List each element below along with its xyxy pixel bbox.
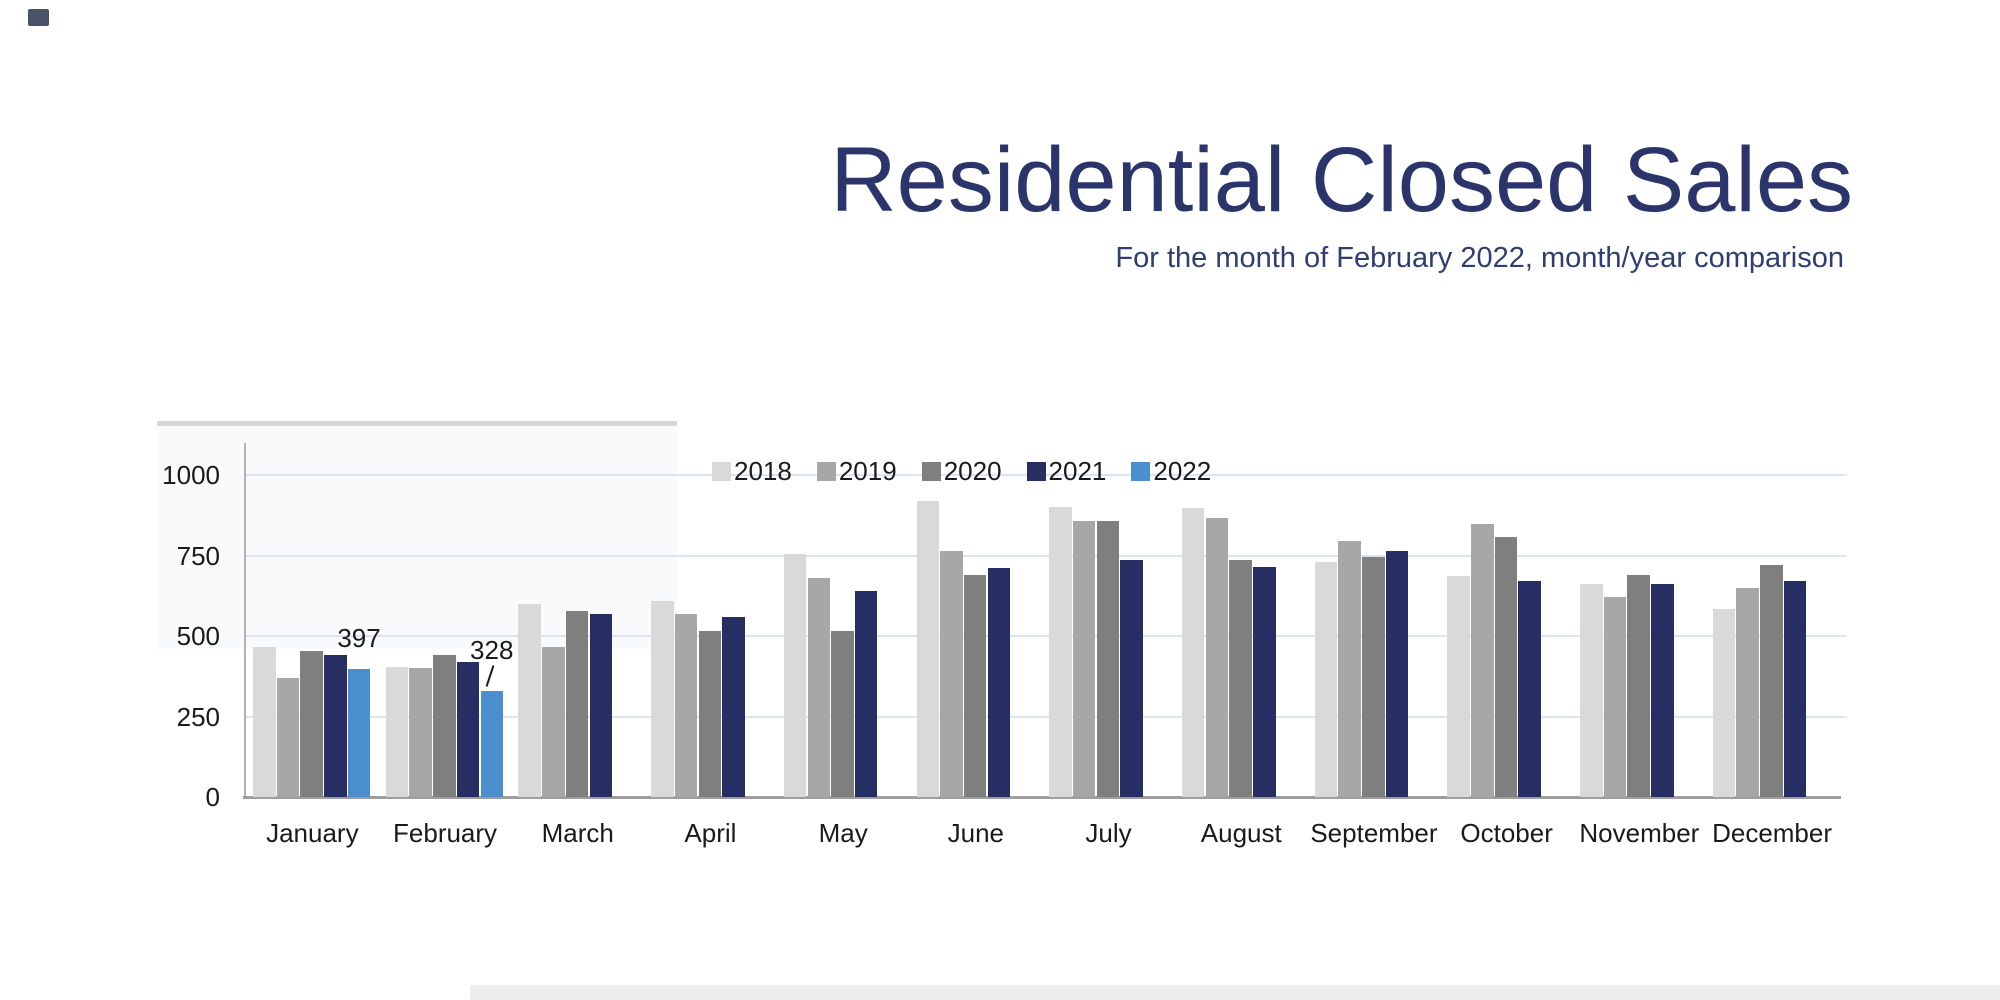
bar-august-2018 (1181, 507, 1205, 797)
bar-june-2019 (940, 550, 963, 797)
x-label-july: July (1085, 818, 1132, 848)
bar-june-2020 (963, 574, 987, 797)
x-label-september: September (1310, 818, 1438, 848)
bar-july-2020 (1096, 521, 1120, 797)
bar-october-2021 (1518, 581, 1541, 797)
bar-january-2020 (300, 651, 323, 797)
bar-march-2021 (589, 614, 612, 797)
gridline-500 (246, 635, 1847, 637)
bar-april-2021 (722, 617, 745, 797)
x-label-november: November (1579, 818, 1700, 848)
y-axis-line (244, 443, 246, 797)
legend-swatch-2020 (921, 461, 941, 481)
bar-march-2020 (565, 610, 589, 797)
x-label-december: December (1712, 818, 1833, 848)
bar-april-2019 (674, 614, 698, 797)
legend-label-2022: 2022 (1153, 456, 1212, 486)
bar-march-2018 (518, 603, 541, 797)
bar-september-2020 (1362, 557, 1385, 797)
legend-swatch-2018 (712, 461, 731, 481)
bar-january-2021 (324, 655, 347, 797)
data-label-328: 328 (470, 635, 514, 666)
footer-watermark-strip (470, 985, 2000, 1000)
bar-may-2020 (831, 631, 854, 797)
page-title: Residential Closed Sales (830, 129, 1853, 231)
bar-september-2021 (1385, 550, 1409, 797)
bar-november-2021 (1651, 584, 1674, 797)
x-axis-line (243, 796, 1841, 799)
y-tick-250: 250 (176, 701, 220, 732)
bar-february-2019 (409, 668, 432, 797)
y-tick-500: 500 (176, 621, 220, 651)
watermark-panel (157, 421, 677, 649)
bar-december-2019 (1736, 587, 1759, 797)
x-label-may: May (818, 818, 868, 848)
bar-november-2018 (1580, 584, 1603, 797)
chart-legend: 2018 2019 2020 2021 2022 (712, 458, 1236, 484)
bar-august-2019 (1205, 517, 1229, 797)
page-subtitle: For the month of February 2022, month/ye… (1115, 242, 1844, 274)
bar-june-2018 (916, 500, 939, 797)
bar-august-2020 (1229, 560, 1252, 797)
bar-april-2018 (651, 600, 674, 797)
bar-january-2022 (347, 669, 371, 797)
bar-june-2021 (987, 567, 1011, 797)
bar-march-2019 (542, 647, 565, 797)
x-label-june: June (947, 818, 1005, 848)
data-label-397: 397 (337, 623, 381, 654)
bar-october-2019 (1471, 523, 1494, 797)
bar-february-2018 (385, 666, 409, 797)
legend-swatch-2019 (816, 461, 836, 481)
bar-july-2019 (1072, 520, 1096, 797)
legend-label-2021: 2021 (1048, 456, 1107, 486)
bar-september-2019 (1338, 541, 1361, 797)
legend-label-2018: 2018 (734, 456, 792, 486)
bar-december-2020 (1760, 565, 1783, 797)
x-label-october: October (1460, 818, 1553, 848)
y-tick-1000: 1000 (162, 460, 220, 490)
bar-february-2021 (456, 661, 480, 797)
bar-april-2020 (698, 631, 721, 797)
bar-november-2019 (1603, 597, 1627, 797)
gridline-750 (246, 554, 1847, 557)
y-tick-0: 0 (205, 782, 220, 812)
bar-february-2020 (433, 654, 456, 797)
legend-swatch-2021 (1026, 461, 1046, 481)
legend-item-2020: 2020 (921, 456, 1002, 486)
bar-january-2019 (276, 677, 300, 797)
bar-may-2019 (807, 578, 830, 797)
bar-november-2020 (1627, 574, 1650, 797)
legend-item-2021: 2021 (1026, 456, 1107, 486)
legend-swatch-2022 (1131, 461, 1151, 481)
bar-october-2018 (1447, 576, 1470, 797)
legend-item-2022: 2022 (1131, 458, 1211, 484)
bar-may-2018 (783, 553, 807, 797)
bar-october-2020 (1494, 536, 1518, 797)
x-label-january: January (266, 818, 359, 848)
gridline-250 (246, 715, 1847, 718)
leader-line-328 (485, 665, 495, 688)
y-tick-750: 750 (176, 540, 220, 571)
x-label-august: August (1200, 818, 1282, 848)
bar-december-2018 (1712, 608, 1736, 797)
x-label-march: March (541, 818, 614, 848)
bar-may-2021 (854, 590, 878, 797)
legend-item-2019: 2019 (816, 456, 897, 486)
bar-july-2021 (1120, 560, 1143, 797)
corner-mark (28, 9, 49, 26)
bar-february-2022 (480, 691, 503, 797)
bar-september-2018 (1314, 561, 1338, 797)
legend-label-2019: 2019 (838, 456, 897, 486)
bar-january-2018 (253, 647, 276, 797)
legend-label-2020: 2020 (943, 456, 1002, 486)
x-label-february: February (393, 818, 498, 848)
bar-july-2018 (1049, 507, 1072, 797)
bar-august-2021 (1253, 567, 1276, 797)
bar-december-2021 (1783, 581, 1807, 797)
gridline-1000 (246, 474, 1847, 476)
x-label-april: April (684, 818, 737, 848)
legend-item-2018: 2018 (712, 458, 792, 484)
